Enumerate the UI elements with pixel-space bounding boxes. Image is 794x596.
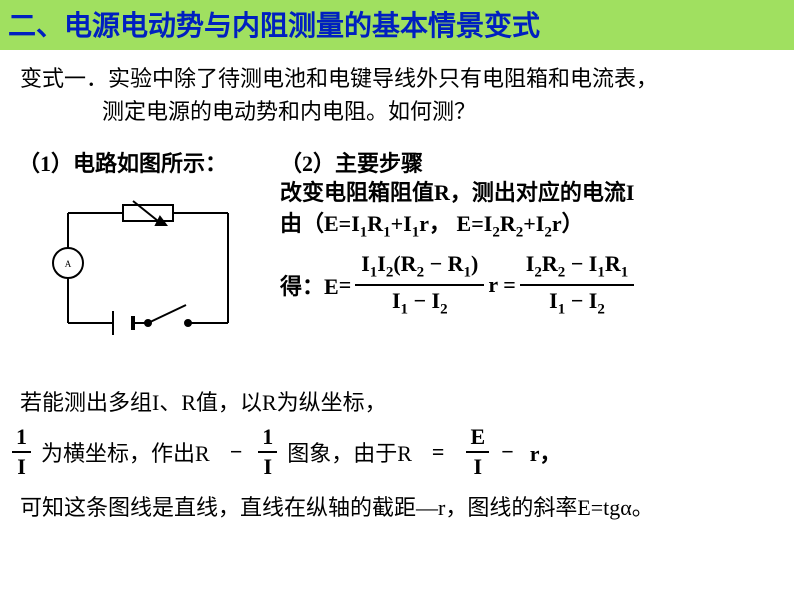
- header-title: 二、电源电动势与内阻测量的基本情景变式: [8, 11, 540, 42]
- derived-formula: 得：E = I1I2(R2 − R1) I1 − I2 r = I2R2 − I…: [280, 251, 784, 318]
- paragraph-3: 可知这条图线是直线，直线在纵轴的截距—r，图线的斜率E=tgα。: [0, 491, 794, 524]
- circuit-label: （1）电路如图所示：: [18, 146, 280, 178]
- frac-1-over-I-mid: 1 I: [258, 424, 277, 480]
- circuit-diagram: A: [38, 193, 280, 358]
- step-2: 由（E=I1R1+I1r， E=I2R2+I2r）: [280, 209, 784, 243]
- left-column: （1）电路如图所示：: [0, 146, 280, 358]
- subtitle-block: 变式一．实验中除了待测电池和电键导线外只有电阻箱和电流表， 测定电源的电动势和内…: [0, 50, 794, 128]
- step-1: 改变电阻箱阻值R，测出对应的电流I: [280, 178, 784, 209]
- frac-1-over-I-left: 1 I: [12, 424, 31, 480]
- equation-line: 1 I 为横坐标，作出R − 1 I 图象，由于R = E I − r，: [0, 419, 794, 485]
- subtitle-line1: 变式一．实验中除了待测电池和电键导线外只有电阻箱和电流表，: [20, 62, 774, 95]
- section-header: 二、电源电动势与内阻测量的基本情景变式: [0, 0, 794, 50]
- frac-E-over-I: E I: [466, 424, 489, 480]
- steps-label: （2）主要步骤: [280, 146, 784, 178]
- ammeter-label: A: [65, 259, 72, 269]
- fraction-E: I1I2(R2 − R1) I1 − I2: [355, 251, 484, 318]
- right-column: （2）主要步骤 改变电阻箱阻值R，测出对应的电流I 由（E=I1R1+I1r， …: [280, 146, 794, 358]
- content-row: （1）电路如图所示：: [0, 146, 794, 358]
- paragraph-2: 若能测出多组I、R值，以R为纵坐标，: [0, 386, 794, 419]
- fraction-r: I2R2 − I1R1 I1 − I2: [520, 251, 634, 318]
- subtitle-line2: 测定电源的电动势和内电阻。如何测？: [20, 95, 774, 128]
